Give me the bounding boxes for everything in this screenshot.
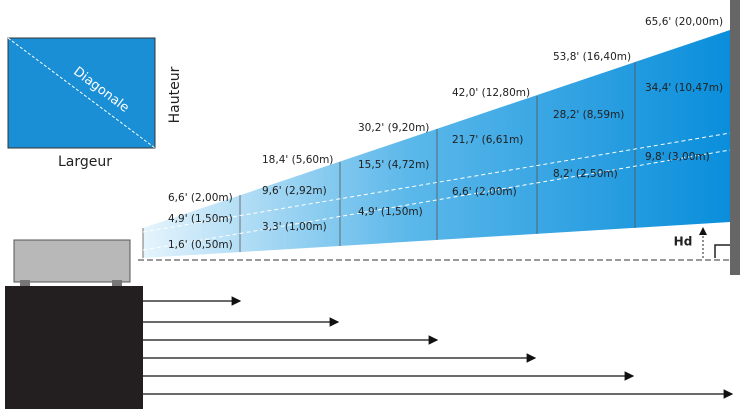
height-label: Hauteur — [167, 66, 183, 123]
projector-foot — [112, 280, 122, 286]
wall-screen — [730, 0, 740, 275]
height-value: 3,3' (1,00m) — [262, 221, 327, 233]
diagonal-value: 18,4' (5,60m) — [262, 154, 333, 166]
height-value: 8,2' (2,50m) — [553, 168, 618, 180]
hd-bracket — [714, 244, 730, 258]
hd-label: Hd — [674, 235, 693, 249]
projection-beam — [143, 30, 730, 258]
screen-diagonal — [7, 37, 156, 149]
width-value: 15,5' (4,72m) — [358, 159, 429, 171]
width-value: 9,6' (2,92m) — [262, 185, 327, 197]
beam-dash — [142, 132, 731, 233]
beam-dividers — [142, 62, 636, 258]
width-value: 4,9' (1,50m) — [168, 213, 233, 225]
height-value: 6,6' (2,00m) — [452, 186, 517, 198]
diagonal-value: 6,6' (2,00m) — [168, 192, 233, 204]
width-label: Largeur — [58, 154, 112, 170]
width-value: 34,4' (10,47m) — [645, 82, 723, 94]
height-value: 9,8' (3,00m) — [645, 151, 710, 163]
table — [5, 286, 143, 409]
width-value: 28,2' (8,59m) — [553, 109, 624, 121]
diagonal-value: 30,2' (9,20m) — [358, 122, 429, 134]
diagonal-value: 65,6' (20,00m) — [645, 16, 723, 28]
projector-foot — [20, 280, 30, 286]
projector — [13, 239, 131, 283]
width-value: 21,7' (6,61m) — [452, 134, 523, 146]
height-value: 4,9' (1,50m) — [358, 206, 423, 218]
diagonal-value: 53,8' (16,40m) — [553, 51, 631, 63]
diagonal-value: 42,0' (12,80m) — [452, 87, 530, 99]
height-value: 1,6' (0,50m) — [168, 239, 233, 251]
beam-dash — [142, 149, 731, 251]
